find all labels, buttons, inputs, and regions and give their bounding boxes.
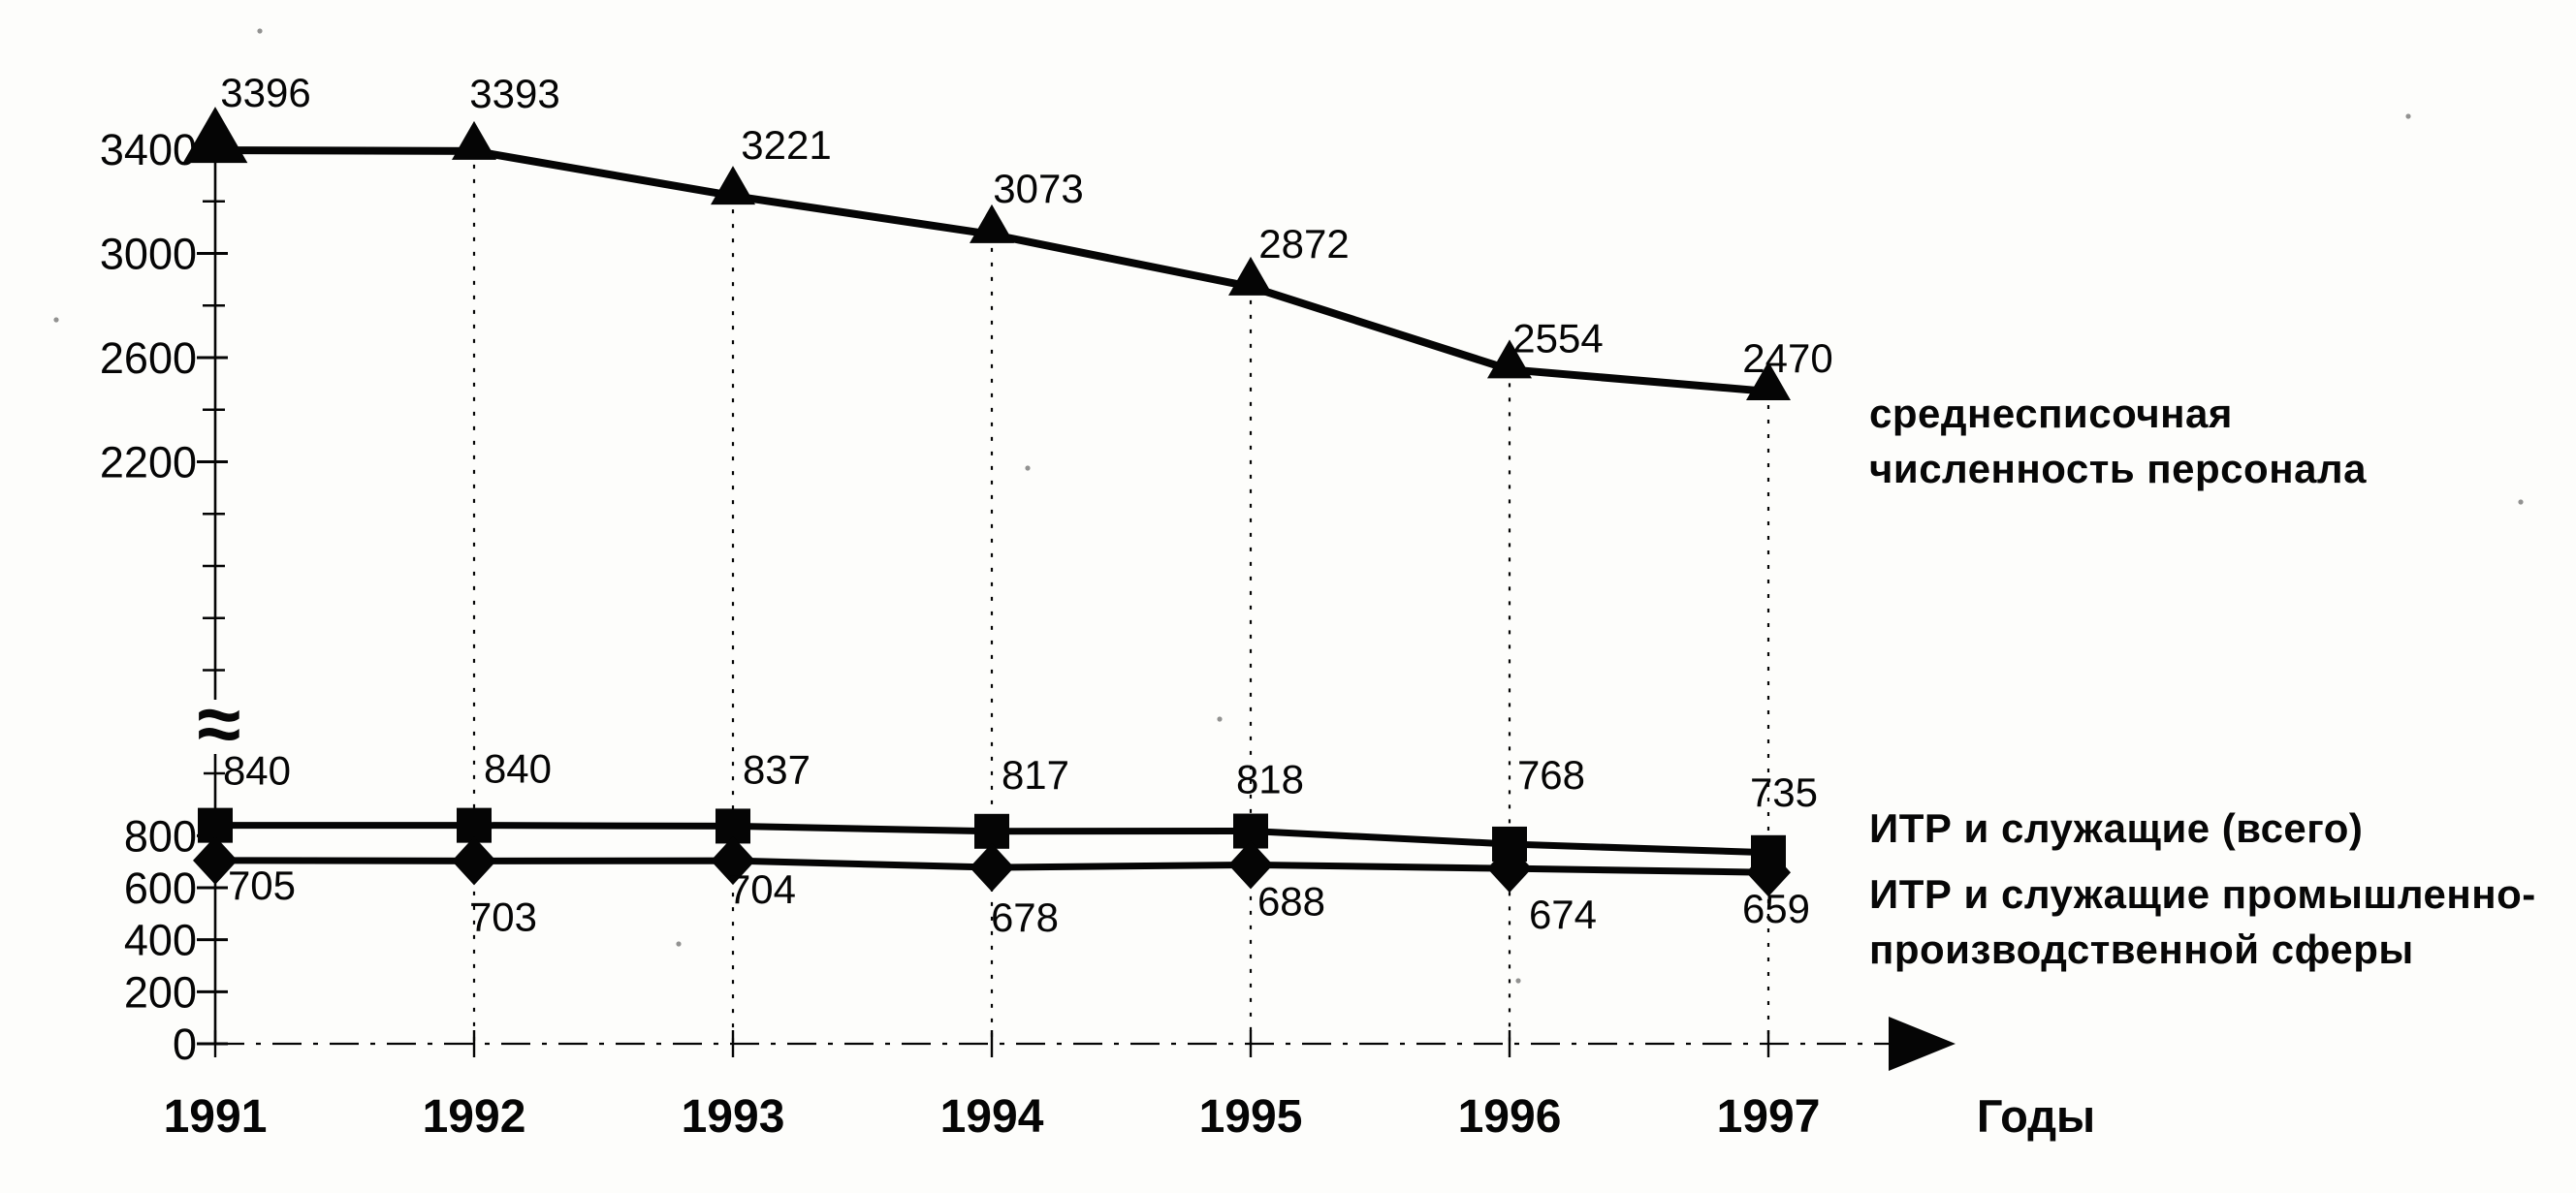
axis-break-icon: ≈	[197, 680, 240, 769]
data-label-2872: 2872	[1258, 221, 1349, 267]
x-tick-label-1991: 1991	[164, 1091, 268, 1143]
marker-triangle	[182, 107, 248, 164]
data-label-3221: 3221	[741, 122, 831, 168]
marker-diamond	[970, 843, 1014, 893]
scan-speck	[676, 941, 682, 947]
data-label-659: 659	[1742, 886, 1810, 931]
legend-line: ИТР и служащие (всего)	[1869, 805, 2364, 851]
marker-triangle	[452, 120, 496, 160]
data-label-3396: 3396	[220, 70, 310, 115]
data-label-817: 817	[1002, 752, 1069, 798]
marker-square	[974, 813, 1009, 849]
scan-speck	[1217, 716, 1223, 722]
x-tick-label-1994: 1994	[940, 1091, 1044, 1143]
y-tick-label-800: 800	[124, 811, 197, 861]
data-label-735: 735	[1750, 769, 1818, 815]
y-tick-label-200: 200	[124, 967, 197, 1017]
scan-speck	[257, 28, 263, 34]
marker-diamond	[452, 836, 496, 886]
legend-series-itr-industrial: ИТР и служащие промышленно- производстве…	[1869, 866, 2536, 977]
legend-line: среднесписочная	[1869, 391, 2233, 436]
scan-speck	[2405, 113, 2411, 119]
data-label-2470: 2470	[1742, 335, 1832, 381]
x-tick-label-1996: 1996	[1458, 1091, 1562, 1143]
data-label-688: 688	[1257, 878, 1325, 924]
marker-diamond	[1746, 848, 1791, 897]
x-axis-arrow-icon	[1889, 1017, 1956, 1071]
data-label-768: 768	[1517, 752, 1585, 798]
x-tick-label-1992: 1992	[423, 1091, 526, 1143]
data-label-840: 840	[223, 748, 291, 794]
data-label-674: 674	[1529, 892, 1597, 937]
marker-triangle	[1746, 361, 1791, 400]
marker-triangle	[1487, 339, 1532, 379]
y-tick-label-2600: 2600	[100, 333, 197, 383]
marker-triangle	[970, 204, 1014, 243]
legend-line: численность персонала	[1869, 446, 2367, 491]
x-axis-title: Годы	[1977, 1090, 2095, 1142]
marker-triangle	[711, 166, 755, 205]
data-label-837: 837	[743, 746, 811, 792]
data-label-3073: 3073	[993, 166, 1083, 211]
data-label-2554: 2554	[1512, 315, 1603, 361]
data-label-678: 678	[991, 895, 1059, 940]
y-tick-label-3000: 3000	[100, 230, 197, 279]
scan-speck	[1025, 465, 1031, 471]
marker-diamond	[1487, 844, 1532, 894]
legend-line: ИТР и служащие промышленно-	[1869, 871, 2536, 917]
marker-diamond	[711, 836, 755, 886]
data-label-840: 840	[484, 746, 552, 792]
y-tick-label-600: 600	[124, 863, 197, 913]
y-tick-label-400: 400	[124, 916, 197, 965]
legend-series-average-headcount: среднесписочная численность персонала	[1869, 386, 2367, 496]
y-tick-label-2200: 2200	[100, 438, 197, 487]
x-tick-label-1993: 1993	[682, 1091, 785, 1143]
marker-triangle	[1228, 256, 1273, 296]
data-label-3393: 3393	[469, 71, 559, 116]
scan-speck	[53, 317, 59, 323]
data-label-703: 703	[469, 894, 537, 939]
scan-speck	[1515, 978, 1521, 984]
x-tick-label-1997: 1997	[1717, 1091, 1821, 1143]
data-label-818: 818	[1236, 757, 1304, 802]
y-tick-label-3400: 3400	[100, 125, 197, 174]
legend-line: производственной сферы	[1869, 926, 2414, 972]
data-label-704: 704	[728, 866, 796, 912]
scan-speck	[2518, 499, 2524, 505]
legend-series-itr-total: ИТР и служащие (всего)	[1869, 801, 2363, 856]
data-label-705: 705	[228, 863, 296, 908]
marker-diamond	[193, 835, 238, 885]
x-tick-label-1995: 1995	[1199, 1091, 1303, 1143]
y-tick-label-0: 0	[173, 1020, 197, 1069]
marker-diamond	[1228, 840, 1273, 890]
